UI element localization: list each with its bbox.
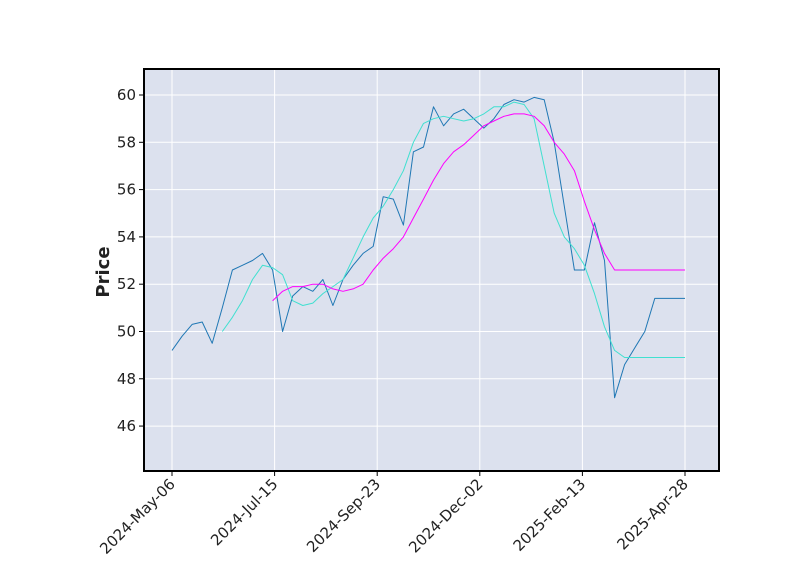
- series-layer: [171, 96, 685, 399]
- x-tick-label: 2025-Apr-28: [614, 475, 692, 553]
- grid: [144, 69, 719, 471]
- x-tick-label: 2025-Feb-13: [510, 475, 590, 555]
- x-tick-label: 2024-May-06: [96, 475, 179, 558]
- x-tick-label: 2024-Sep-23: [303, 475, 384, 556]
- y-axis-title: Price: [93, 246, 114, 297]
- y-tick-label: 48: [117, 370, 136, 388]
- plot-frame: [143, 68, 720, 472]
- y-axis: 46 48 50 52 54 56 58 60: [117, 86, 144, 435]
- y-tick-label: 56: [117, 181, 136, 199]
- y-tick-label: 52: [117, 275, 136, 293]
- y-tick-label: 58: [117, 133, 136, 151]
- series-line-2: [221, 101, 685, 358]
- y-tick-label: 50: [117, 322, 136, 340]
- y-tick-label: 54: [117, 228, 136, 246]
- x-tick-label: 2024-Jul-15: [207, 475, 281, 549]
- x-axis: 2024-May-06 2024-Jul-15 2024-Sep-23 2024-De…: [96, 471, 692, 558]
- series-line-3: [272, 113, 685, 302]
- y-tick-label: 60: [117, 86, 136, 104]
- x-tick-label: 2024-Dec-02: [405, 475, 486, 556]
- y-tick-label: 46: [117, 417, 136, 435]
